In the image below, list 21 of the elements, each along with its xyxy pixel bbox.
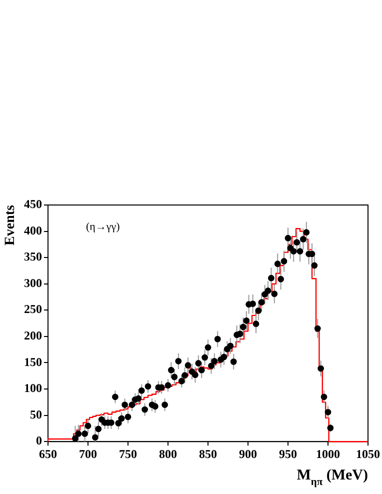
y-tick-label: 450 xyxy=(24,197,42,212)
x-tick-label: 750 xyxy=(119,446,137,461)
y-tick-label: 300 xyxy=(24,276,42,290)
x-tick-label: 950 xyxy=(279,446,297,461)
x-tick-label: 650 xyxy=(39,446,57,461)
x-tick-label: 800 xyxy=(159,446,177,461)
y-tick-label: 0 xyxy=(36,434,42,448)
x-tick-label: 1050 xyxy=(356,446,380,461)
y-tick-label: 350 xyxy=(24,250,42,264)
y-tick-label: 250 xyxy=(24,302,42,316)
x-tick-label: 850 xyxy=(199,446,217,461)
y-tick-label: 150 xyxy=(24,354,42,369)
x-tick-label: 900 xyxy=(239,446,257,461)
y-tick-label: 200 xyxy=(24,328,42,343)
y-axis-title: Events xyxy=(3,204,18,246)
y-tick-label: 400 xyxy=(24,223,42,238)
y-tick-label: 100 xyxy=(24,381,42,396)
x-tick-label: 700 xyxy=(79,446,97,461)
annotation: (η→γγ) xyxy=(86,221,120,233)
y-tick-label: 50 xyxy=(30,407,42,422)
x-tick-label: 1000 xyxy=(316,446,340,461)
